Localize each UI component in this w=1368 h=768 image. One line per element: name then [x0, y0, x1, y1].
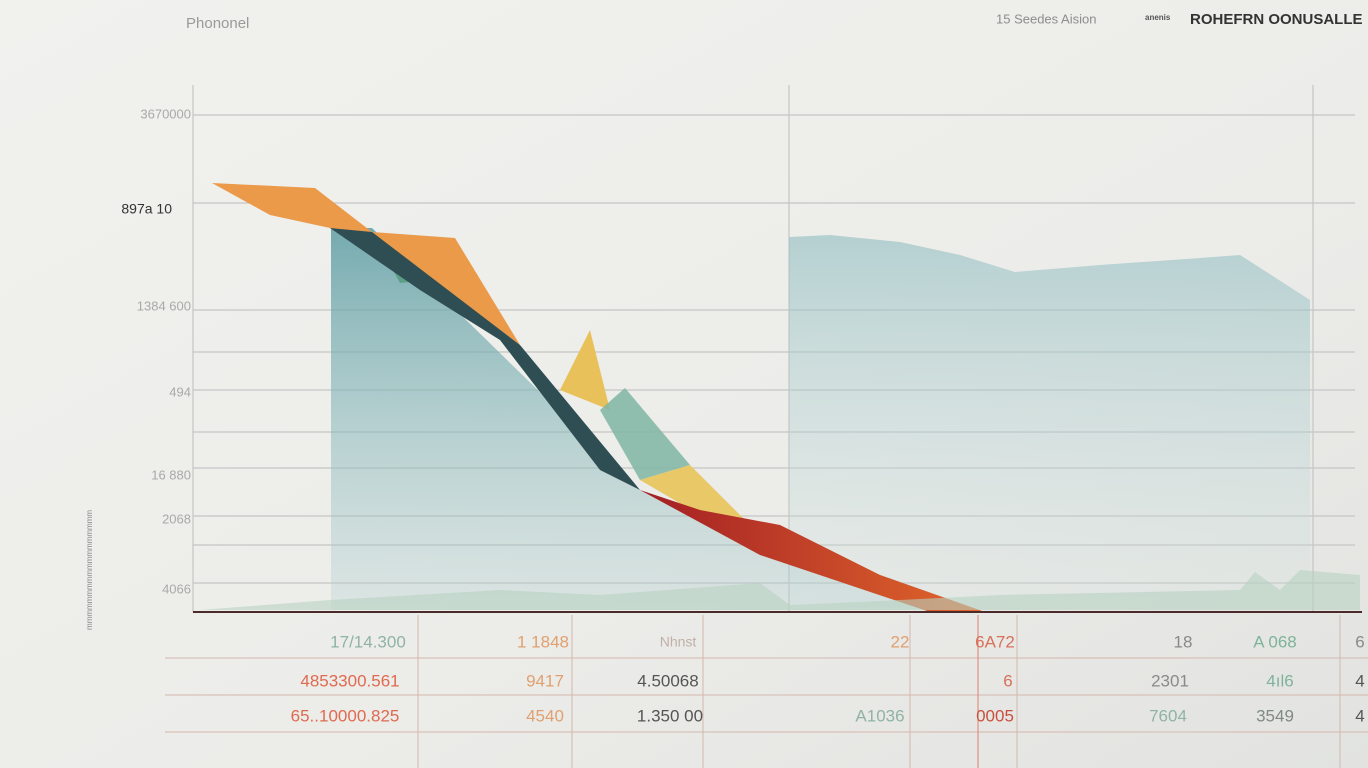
cell: 65..10000.825	[291, 706, 400, 725]
y-label: 16 880	[151, 467, 191, 482]
cell: A 068	[1253, 632, 1297, 651]
ribbon-orange	[212, 183, 520, 345]
header-badge: anenis	[1145, 13, 1171, 22]
cell: 3549	[1256, 706, 1294, 725]
y-labels: 3670000 897a 10 1384 600 494 16 880 2068…	[121, 106, 191, 596]
header-subtitle: 15 Seedes Aision	[996, 11, 1096, 26]
cell: 6	[1003, 671, 1012, 690]
band-red	[640, 490, 985, 612]
cell: 17/14.300	[330, 632, 406, 651]
cell: 18	[1174, 632, 1193, 651]
y-label: 494	[169, 384, 191, 399]
cell: 7604	[1149, 706, 1187, 725]
cell: 6A72	[975, 632, 1015, 651]
cell: 1.350 00	[637, 706, 703, 725]
y-label: 1384 600	[137, 298, 191, 313]
cell: 4.50068	[637, 671, 698, 690]
cell: 4853300.561	[300, 671, 399, 690]
peak-green	[600, 388, 690, 480]
cell: 4	[1355, 706, 1364, 725]
y-label: 897a 10	[121, 201, 172, 217]
cell: 2301	[1151, 671, 1189, 690]
cell: 1 1848	[517, 632, 569, 651]
cell: 0005	[976, 706, 1014, 725]
y-label: 4066	[162, 581, 191, 596]
y-label: 3670000	[140, 106, 191, 121]
cell: 6	[1355, 632, 1364, 651]
side-label: mmmmmmmmmmmmmmmmmm	[85, 510, 94, 630]
table-lines	[165, 615, 1368, 768]
cell: A1036	[855, 706, 904, 725]
cell: Nhnst	[660, 634, 697, 650]
area-right	[789, 235, 1310, 610]
y-label: 2068	[162, 511, 191, 526]
header-title: Phononel	[186, 15, 249, 32]
table: 17/14.300 1 1848 Nhnst 22 6A72 18 A 068 …	[291, 632, 1365, 725]
cell: 4ıl6	[1266, 671, 1293, 690]
ribbon-dark	[330, 228, 640, 490]
noise-band	[200, 570, 1360, 610]
cell: 4	[1355, 671, 1364, 690]
cell: 22	[891, 632, 910, 651]
cell: 4540	[526, 706, 564, 725]
area-left	[331, 228, 980, 610]
peak-yellow	[560, 330, 610, 410]
cell: 9417	[526, 671, 564, 690]
header-brand: ROHEFRN OONUSALLE	[1190, 11, 1363, 28]
peak-yellow-2	[640, 465, 745, 520]
